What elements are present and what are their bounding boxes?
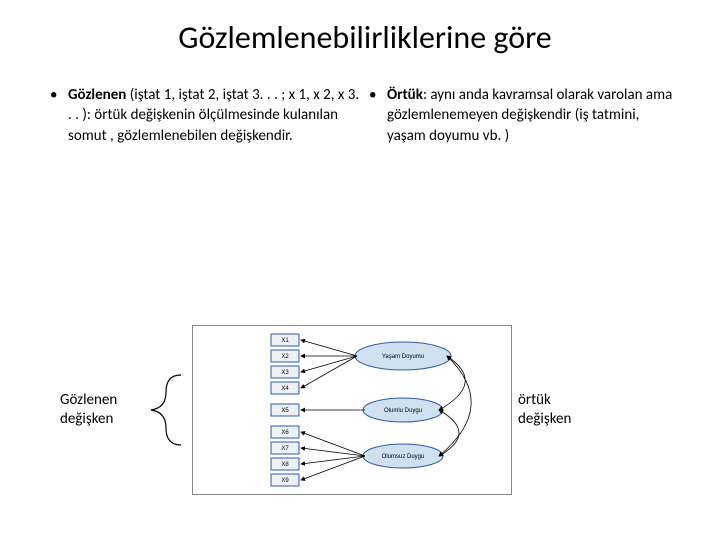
svg-text:Olumsuz Duygu: Olumsuz Duygu (382, 454, 425, 460)
diagram-area: Gözlenendeğişken X1 X2 X3 X4 X5 X6 X7 X8 X9 Yaşam… (60, 320, 660, 500)
left-bold: Gözlenen (68, 86, 126, 104)
svg-text:X2: X2 (281, 354, 289, 360)
bracket-icon (146, 370, 186, 450)
right-rest: : aynı anda kavramsal olarak varolan ama… (387, 86, 672, 145)
two-column-text: • Gözlenen (iştat 1, iştat 2, iştat 3. .… (50, 85, 680, 146)
right-diagram-label: örtükdeğişken (518, 391, 598, 429)
svg-text:X1: X1 (281, 338, 289, 344)
right-column: • Örtük: aynı anda kavramsal olarak varo… (369, 85, 680, 146)
left-text: Gözlenen (iştat 1, iştat 2, iştat 3. . .… (68, 85, 361, 146)
page-title: Gözlemlenebilirliklerine göre (50, 18, 680, 57)
right-text: Örtük: aynı anda kavramsal olarak varola… (387, 85, 680, 146)
left-diagram-label: Gözlenendeğişken (60, 391, 140, 429)
left-rest1: (iştat 1, iştat 2, iştat 3. . . ; (126, 86, 285, 104)
sem-diagram: X1 X2 X3 X4 X5 X6 X7 X8 X9 Yaşam Doyumu Olumlu Duy… (192, 325, 512, 495)
svg-text:X8: X8 (281, 462, 289, 468)
svg-text:X7: X7 (281, 446, 289, 452)
svg-text:X3: X3 (281, 370, 289, 376)
svg-text:X4: X4 (281, 386, 289, 392)
svg-text:Yaşam Doyumu: Yaşam Doyumu (382, 354, 424, 360)
bullet-icon: • (369, 85, 387, 146)
left-column: • Gözlenen (iştat 1, iştat 2, iştat 3. .… (50, 85, 361, 146)
right-bold: Örtük (387, 86, 423, 104)
svg-text:X9: X9 (281, 478, 289, 484)
svg-text:X5: X5 (281, 408, 289, 414)
bullet-icon: • (50, 85, 68, 146)
svg-text:X6: X6 (281, 430, 289, 436)
svg-text:Olumlu Duygu: Olumlu Duygu (384, 408, 422, 414)
